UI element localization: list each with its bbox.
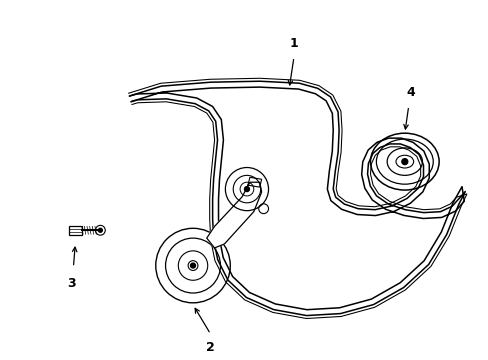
Text: 4: 4	[406, 86, 414, 99]
Circle shape	[190, 263, 195, 268]
Text: 2: 2	[206, 341, 215, 354]
Circle shape	[98, 228, 102, 232]
Text: 1: 1	[289, 37, 298, 50]
Circle shape	[244, 186, 249, 192]
Text: 3: 3	[67, 277, 76, 290]
Circle shape	[401, 159, 407, 165]
Polygon shape	[206, 182, 261, 248]
Polygon shape	[247, 177, 261, 187]
Bar	[69, 226, 81, 235]
